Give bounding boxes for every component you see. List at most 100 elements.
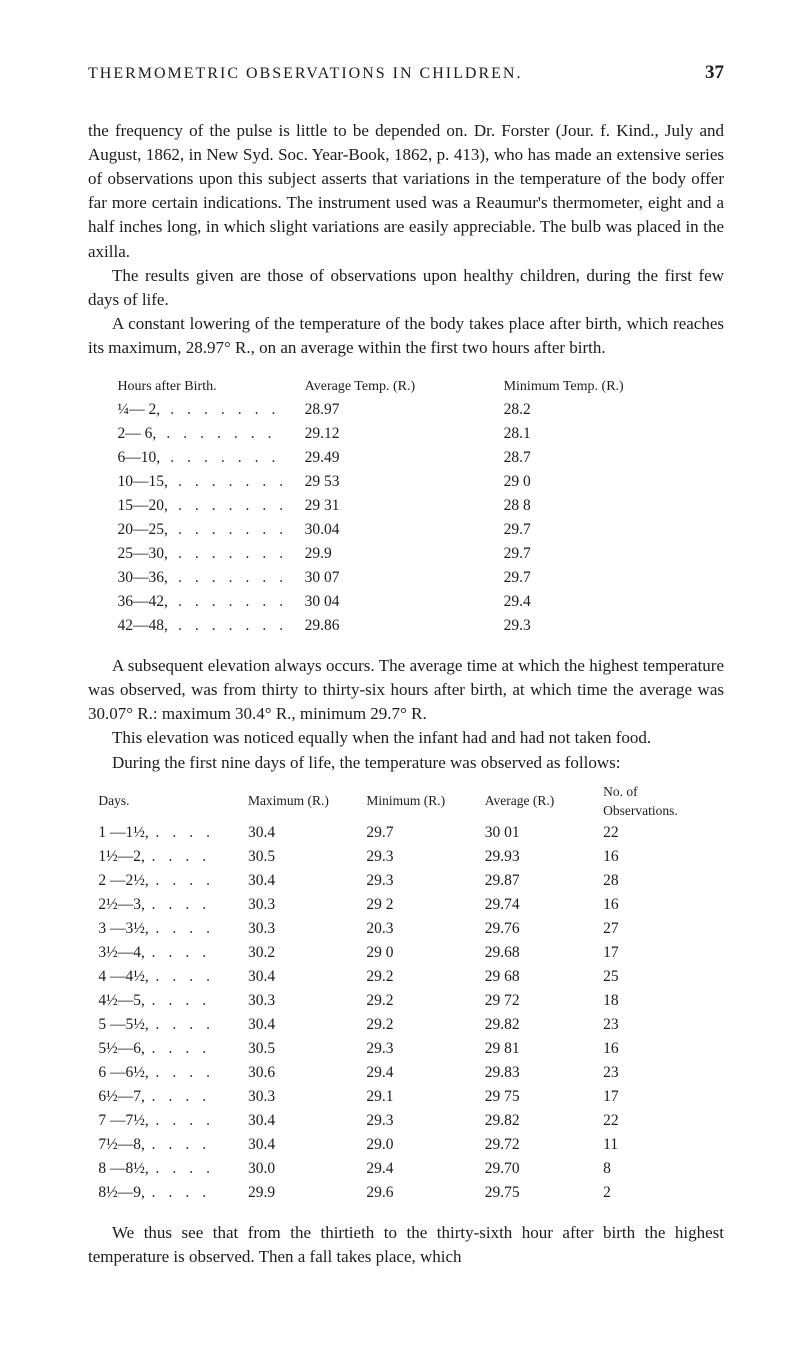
t2-col-obs: 16 xyxy=(599,845,717,869)
table-row: 10—15,29 5329 0 xyxy=(113,470,698,494)
t2-col-obs: 25 xyxy=(599,965,717,989)
t2-col-obs: 17 xyxy=(599,941,717,965)
t2-col-obs: 11 xyxy=(599,1133,717,1157)
t2-col-avg: 29.82 xyxy=(481,1109,599,1133)
t2-col-max: 30.4 xyxy=(244,965,362,989)
table-row: ¼— 2,28.9728.2 xyxy=(113,398,698,422)
t1-col-avg: 30.04 xyxy=(301,518,500,542)
t2-col-days: 3 —3½, xyxy=(94,917,244,941)
t2-col-obs: 22 xyxy=(599,1109,717,1133)
paragraph-3: A constant lowering of the temperature o… xyxy=(88,312,724,360)
t1-col-avg: 29 31 xyxy=(301,494,500,518)
table-row: 3 —3½,30.320.329.7627 xyxy=(94,917,717,941)
t2-col-max: 30.4 xyxy=(244,1013,362,1037)
t2-col-days: 6 —6½, xyxy=(94,1061,244,1085)
t2-col-max: 29.9 xyxy=(244,1181,362,1205)
t1-col-hours: 6—10, xyxy=(113,446,300,470)
table-row: 6—10,29.4928.7 xyxy=(113,446,698,470)
t2-col-min: 29.3 xyxy=(362,1037,480,1061)
t1-col-min: 28.7 xyxy=(500,446,699,470)
t2-col-days: 4 —4½, xyxy=(94,965,244,989)
t2-col-min: 29.2 xyxy=(362,989,480,1013)
t2-col-max: 30.4 xyxy=(244,1133,362,1157)
t1-col-hours: 36—42, xyxy=(113,590,300,614)
table-days: Days. Maximum (R.) Minimum (R.) Average … xyxy=(94,781,717,1205)
t2-col-max: 30.3 xyxy=(244,917,362,941)
table-row: 7 —7½,30.429.329.8222 xyxy=(94,1109,717,1133)
t2-col-avg: 29.68 xyxy=(481,941,599,965)
t2-col-days: 2 —2½, xyxy=(94,869,244,893)
t1-h2: Average Temp. (R.) xyxy=(301,376,500,398)
t2-col-obs: 16 xyxy=(599,893,717,917)
t2-col-min: 29.4 xyxy=(362,1061,480,1085)
paragraph-1: the frequency of the pulse is little to … xyxy=(88,119,724,264)
table-row: 5½—6,30.529.329 8116 xyxy=(94,1037,717,1061)
paragraph-2: The results given are those of observati… xyxy=(88,264,724,312)
table-row: 8½—9,29.929.629.752 xyxy=(94,1181,717,1205)
table-row: 8 —8½,30.029.429.708 xyxy=(94,1157,717,1181)
t2-col-obs: 8 xyxy=(599,1157,717,1181)
t2-col-days: 7 —7½, xyxy=(94,1109,244,1133)
t2-col-min: 29.2 xyxy=(362,965,480,989)
table-row: 6½—7,30.329.129 7517 xyxy=(94,1085,717,1109)
t2-h4: Average (R.) xyxy=(481,781,599,821)
t2-col-min: 29 2 xyxy=(362,893,480,917)
table-row: 3½—4,30.229 029.6817 xyxy=(94,941,717,965)
t2-col-days: 6½—7, xyxy=(94,1085,244,1109)
t2-col-days: 8½—9, xyxy=(94,1181,244,1205)
paragraph-4: A subsequent elevation always occurs. Th… xyxy=(88,654,724,726)
t1-col-min: 29.3 xyxy=(500,614,699,638)
t1-col-min: 29 0 xyxy=(500,470,699,494)
t1-col-avg: 29.86 xyxy=(301,614,500,638)
t2-col-min: 29.6 xyxy=(362,1181,480,1205)
table-row: 1½—2,30.529.329.9316 xyxy=(94,845,717,869)
t2-col-avg: 29 81 xyxy=(481,1037,599,1061)
t2-col-min: 29.4 xyxy=(362,1157,480,1181)
t2-col-max: 30.6 xyxy=(244,1061,362,1085)
t2-col-avg: 29 68 xyxy=(481,965,599,989)
t2-col-min: 29.2 xyxy=(362,1013,480,1037)
t1-col-avg: 28.97 xyxy=(301,398,500,422)
table-row: 2½—3,30.329 229.7416 xyxy=(94,893,717,917)
t1-col-hours: 10—15, xyxy=(113,470,300,494)
table-row: 30—36,30 0729.7 xyxy=(113,566,698,590)
t2-col-obs: 27 xyxy=(599,917,717,941)
table-row: 36—42,30 0429.4 xyxy=(113,590,698,614)
table-row: 7½—8,30.429.029.7211 xyxy=(94,1133,717,1157)
t2-col-avg: 29.72 xyxy=(481,1133,599,1157)
t2-h5: No. of Observations. xyxy=(599,781,717,821)
t2-col-days: 1½—2, xyxy=(94,845,244,869)
table-row: 25—30,29.929.7 xyxy=(113,542,698,566)
t2-h3: Minimum (R.) xyxy=(362,781,480,821)
page: THERMOMETRIC OBSERVATIONS IN CHILDREN. 3… xyxy=(0,0,800,1350)
t2-col-avg: 29 75 xyxy=(481,1085,599,1109)
t2-col-max: 30.4 xyxy=(244,821,362,845)
t2-col-max: 30.2 xyxy=(244,941,362,965)
table-row: 4 —4½,30.429.229 6825 xyxy=(94,965,717,989)
t1-col-min: 29.7 xyxy=(500,542,699,566)
t2-col-obs: 22 xyxy=(599,821,717,845)
t2-col-obs: 17 xyxy=(599,1085,717,1109)
paragraph-6: During the first nine days of life, the … xyxy=(88,751,724,775)
t2-col-max: 30.3 xyxy=(244,1085,362,1109)
t2-col-days: 8 —8½, xyxy=(94,1157,244,1181)
paragraph-5: This elevation was noticed equally when … xyxy=(88,726,724,750)
t1-col-hours: 42—48, xyxy=(113,614,300,638)
t1-h3: Minimum Temp. (R.) xyxy=(500,376,699,398)
t2-col-min: 29.3 xyxy=(362,869,480,893)
table-row: 1 —1½,30.429.730 0122 xyxy=(94,821,717,845)
t2-col-avg: 29.75 xyxy=(481,1181,599,1205)
t1-col-min: 28.2 xyxy=(500,398,699,422)
t2-col-min: 29.1 xyxy=(362,1085,480,1109)
t2-col-min: 29 0 xyxy=(362,941,480,965)
t2-col-days: 1 —1½, xyxy=(94,821,244,845)
t1-col-hours: 15—20, xyxy=(113,494,300,518)
t2-col-obs: 28 xyxy=(599,869,717,893)
t2-col-max: 30.5 xyxy=(244,845,362,869)
t2-col-obs: 18 xyxy=(599,989,717,1013)
table-row: 5 —5½,30.429.229.8223 xyxy=(94,1013,717,1037)
t2-h1: Days. xyxy=(94,781,244,821)
t1-col-avg: 29.9 xyxy=(301,542,500,566)
table-row: 15—20,29 3128 8 xyxy=(113,494,698,518)
running-head-title: THERMOMETRIC OBSERVATIONS IN CHILDREN. xyxy=(88,63,522,86)
